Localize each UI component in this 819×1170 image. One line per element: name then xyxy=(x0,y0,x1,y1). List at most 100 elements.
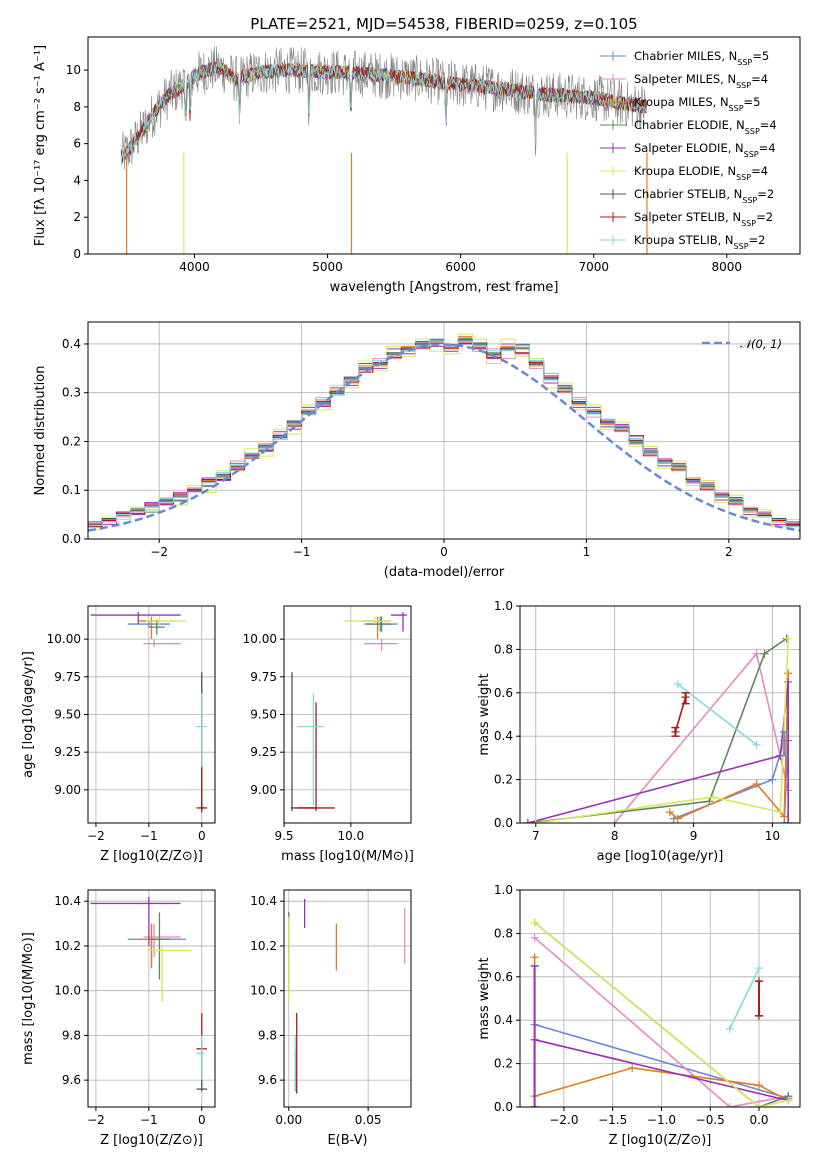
panel-age-vs-mass: 9.5 10.0 9.00 9.25 9.50 9.75 10.00 mass [log10(… xyxy=(243,605,414,864)
y-tick-label: 2 xyxy=(73,210,81,224)
figure-title: PLATE=2521, MJD=54538, FIBERID=0259, z=0… xyxy=(250,15,637,33)
x-tick-label: 8 xyxy=(611,829,619,843)
x-tick-label: −2.0 xyxy=(549,1113,578,1127)
weight-marker xyxy=(725,1103,734,1107)
x-tick-label: −2 xyxy=(150,545,168,559)
x-axis-label: Z [log10(Z/Z⊙)] xyxy=(100,849,203,864)
legend-entry: Chabrier MILES, NSSP=5 xyxy=(634,49,769,67)
x-tick-label: 9.5 xyxy=(274,829,293,843)
y-tick-label: 0.3 xyxy=(62,386,81,400)
x-tick-label: 7 xyxy=(532,829,540,843)
weight-marker xyxy=(780,812,789,821)
plot-area xyxy=(120,46,648,254)
x-axis-label: wavelength [Angstrom, rest frame] xyxy=(330,280,559,295)
x-tick-label: −1 xyxy=(140,1113,158,1127)
weight-marker xyxy=(784,1096,793,1105)
plot-area xyxy=(530,918,793,1107)
axes-frame xyxy=(283,889,412,1108)
axes-frame xyxy=(519,889,801,1108)
y-tick-label: 10.2 xyxy=(54,939,81,953)
legend-entry: 𝒩(0, 1) xyxy=(740,337,782,351)
y-tick-label: 9.6 xyxy=(62,1073,81,1087)
y-tick-label: 9.50 xyxy=(54,708,81,722)
y-axis-label: mass weight xyxy=(477,673,492,755)
y-tick-label: 9.6 xyxy=(258,1073,277,1087)
x-tick-label: 0.0 xyxy=(749,1113,768,1127)
weight-marker xyxy=(768,775,777,784)
weight-marker xyxy=(784,634,793,643)
panel-mass-vs-ebv: 0.00 0.05 9.6 9.8 10.0 10.2 10.4 E(B-V) xyxy=(250,889,412,1148)
y-tick-label: 9.50 xyxy=(250,708,277,722)
y-tick-label: 9.75 xyxy=(54,670,81,684)
y-tick-label: 0.6 xyxy=(494,970,513,984)
y-axis-label: mass weight xyxy=(477,957,492,1039)
x-axis-label: mass [log10(M/M⊙)] xyxy=(281,849,414,864)
panel-residuals: −2 −1 0 1 2 0.0 0.1 0.2 0.3 0.4 (data-model)/error… xyxy=(33,321,801,580)
y-axis-label: age [log10(age/yr)] xyxy=(21,651,36,778)
weight-marker xyxy=(755,964,764,973)
y-tick-label: 0.4 xyxy=(494,729,513,743)
weight-marker xyxy=(760,649,769,658)
x-tick-label: 0 xyxy=(440,545,448,559)
x-tick-label: 5000 xyxy=(312,260,343,274)
y-tick-label: 9.8 xyxy=(62,1028,81,1042)
weight-line-kroupa-stelib xyxy=(729,967,760,1030)
legend-entry: Chabrier STELIB, NSSP=2 xyxy=(634,187,774,205)
weight-marker xyxy=(752,779,761,788)
y-tick-label: 4 xyxy=(73,173,81,187)
y-tick-label: 9.8 xyxy=(258,1028,277,1042)
panel-mass-vs-z: −2 −1 0 9.6 9.8 10.0 10.2 10.4 Z [log10(Z/Z⊙)] ma… xyxy=(21,889,216,1148)
y-tick-label: 0.6 xyxy=(494,686,513,700)
x-tick-label: −1.0 xyxy=(647,1113,676,1127)
y-tick-label: 10.00 xyxy=(243,632,277,646)
y-tick-label: 10.0 xyxy=(250,984,277,998)
x-axis-label: E(B-V) xyxy=(327,1133,367,1148)
x-tick-label: −1.5 xyxy=(598,1113,627,1127)
weight-marker xyxy=(530,953,539,962)
weight-marker xyxy=(665,808,674,817)
weight-marker xyxy=(530,933,539,942)
y-tick-label: 10.2 xyxy=(250,939,277,953)
weight-marker xyxy=(610,819,619,823)
y-tick-label: 0.2 xyxy=(494,1057,513,1071)
weight-marker xyxy=(673,814,682,823)
x-tick-label: −2 xyxy=(87,1113,105,1127)
x-axis-label: age [log10(age/yr)] xyxy=(597,849,724,864)
x-tick-label: 1 xyxy=(583,545,591,559)
spectrum-legend: Chabrier MILES, NSSP=5 Salpeter MILES, NS… xyxy=(600,49,777,251)
panel-weight-vs-z: −2.0 −1.5 −1.0 −0.5 0.0 0.0 0.2 0.4 0.6 0.8 1.0 Z [… xyxy=(477,883,801,1148)
weight-marker xyxy=(784,819,793,823)
weight-marker xyxy=(531,819,540,823)
y-tick-label: 1.0 xyxy=(494,599,513,613)
y-tick-label: 0.2 xyxy=(494,773,513,787)
y-tick-label: 0.0 xyxy=(62,532,81,546)
y-tick-label: 9.00 xyxy=(250,783,277,797)
x-tick-label: 0.05 xyxy=(355,1113,382,1127)
weight-marker xyxy=(784,669,793,678)
x-tick-label: 0 xyxy=(198,1113,206,1127)
y-tick-label: 6 xyxy=(73,137,81,151)
axes-frame xyxy=(87,36,801,255)
plot-area xyxy=(88,333,800,532)
legend-entry: Salpeter STELIB, NSSP=2 xyxy=(634,210,773,228)
y-tick-label: 0.0 xyxy=(494,816,513,830)
y-tick-label: 10.4 xyxy=(54,894,81,908)
x-tick-label: 8000 xyxy=(712,260,743,274)
weight-marker xyxy=(755,1103,764,1107)
x-tick-label: 7000 xyxy=(578,260,609,274)
spectrum-model-kroupa-stelib xyxy=(120,60,648,162)
y-tick-label: 0.8 xyxy=(494,926,513,940)
legend-entry: Kroupa ELODIE, NSSP=4 xyxy=(634,164,768,182)
legend-entry: Kroupa STELIB, NSSP=2 xyxy=(634,233,765,251)
axes-frame xyxy=(87,889,216,1108)
y-tick-label: 9.25 xyxy=(250,745,277,759)
weight-line-kroupa-stelib xyxy=(677,683,758,746)
weight-marker xyxy=(752,740,761,749)
plot-area xyxy=(290,612,407,811)
y-tick-label: 9.75 xyxy=(250,670,277,684)
y-tick-label: 8 xyxy=(73,100,81,114)
y-tick-label: 1.0 xyxy=(494,883,513,897)
